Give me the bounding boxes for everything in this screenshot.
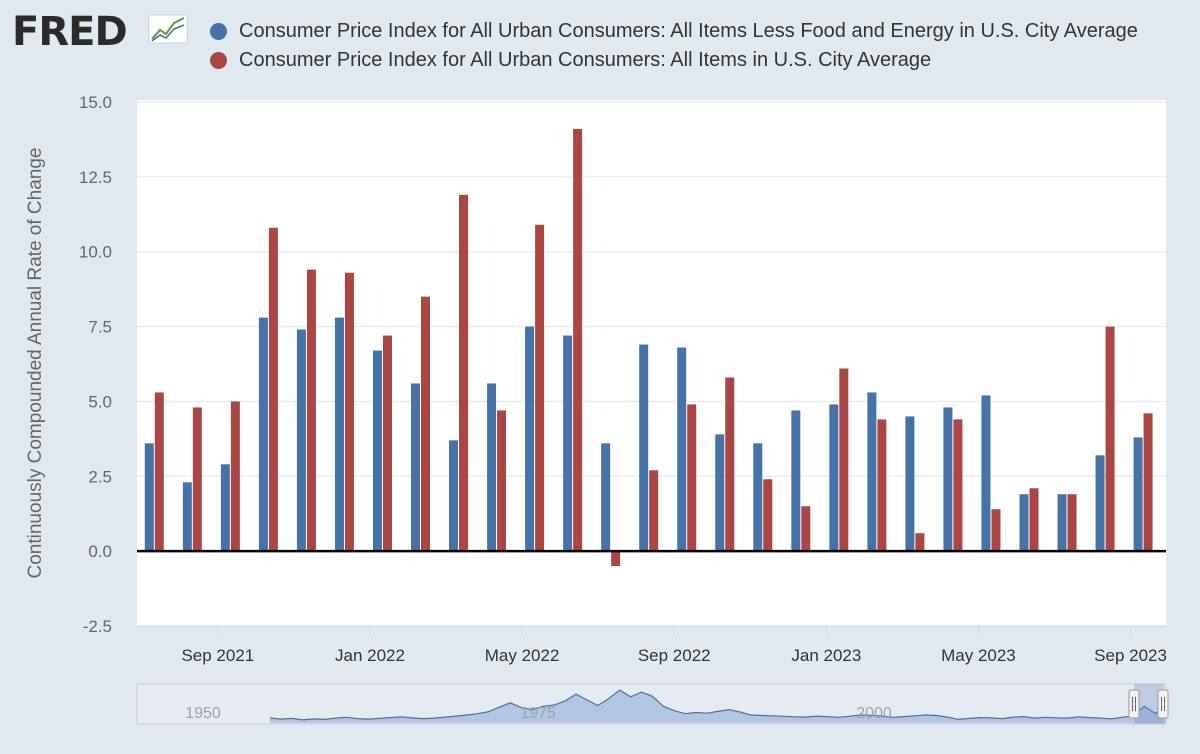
navigator-year-label: 2000 xyxy=(856,705,892,722)
bar-cpi[interactable] xyxy=(573,128,583,552)
bar-core-cpi[interactable] xyxy=(867,392,877,552)
navigator[interactable]: 1950 1975 2000 xyxy=(136,683,1169,725)
navigator-line xyxy=(269,689,1167,721)
bar-cpi[interactable] xyxy=(725,377,735,552)
y-tick-label: 10.0 xyxy=(79,243,112,262)
bar-cpi[interactable] xyxy=(459,194,469,552)
x-tick-label: Sep 2021 xyxy=(181,646,254,665)
bar-cpi[interactable] xyxy=(763,479,773,552)
bar-core-cpi[interactable] xyxy=(182,482,192,552)
navigator-year-label: 1975 xyxy=(520,705,556,722)
bar-cpi[interactable] xyxy=(344,272,354,552)
bar-cpi[interactable] xyxy=(192,407,202,552)
fred-logo[interactable]: FRED xyxy=(12,9,128,55)
bar-core-cpi[interactable] xyxy=(943,407,953,552)
bar-cpi[interactable] xyxy=(915,533,925,552)
bar-core-cpi[interactable] xyxy=(791,410,801,552)
bar-core-cpi[interactable] xyxy=(563,335,573,552)
bar-cpi[interactable] xyxy=(1105,326,1115,552)
bar-cpi[interactable] xyxy=(649,470,659,552)
bar-core-cpi[interactable] xyxy=(487,383,497,552)
bar-cpi[interactable] xyxy=(1029,488,1039,552)
bar-core-cpi[interactable] xyxy=(981,395,991,552)
y-axis-ticks: -2.5 0.0 2.5 5.0 7.5 10.0 12.5 15.0 xyxy=(79,93,112,636)
bar-core-cpi[interactable] xyxy=(296,329,306,552)
y-tick-label: 0.0 xyxy=(88,542,112,561)
bar-core-cpi[interactable] xyxy=(753,443,763,552)
bar-core-cpi[interactable] xyxy=(372,350,382,552)
y-axis-title: Continuously Compounded Annual Rate of C… xyxy=(25,148,46,579)
x-tick-label: Jan 2022 xyxy=(335,646,405,665)
bar-core-cpi[interactable] xyxy=(144,443,154,552)
bar-core-cpi[interactable] xyxy=(1057,494,1067,552)
bar-cpi[interactable] xyxy=(268,227,278,552)
bar-core-cpi[interactable] xyxy=(639,344,649,552)
bar-core-cpi[interactable] xyxy=(1095,455,1105,552)
x-axis-ticks: Sep 2021 Jan 2022 May 2022 Sep 2022 Jan 2023… xyxy=(181,626,1167,665)
y-tick-label: -2.5 xyxy=(83,617,112,636)
bar-cpi[interactable] xyxy=(154,392,164,552)
bar-core-cpi[interactable] xyxy=(905,416,915,552)
x-tick-label: Jan 2023 xyxy=(791,646,861,665)
bar-core-cpi[interactable] xyxy=(258,317,268,552)
x-tick-label: Sep 2022 xyxy=(638,646,711,665)
legend-marker-icon xyxy=(210,22,227,40)
bar-core-cpi[interactable] xyxy=(334,317,344,552)
navigator-handle[interactable] xyxy=(1128,689,1140,719)
bar-cpi[interactable] xyxy=(877,419,887,552)
navigator-year-label: 1950 xyxy=(185,705,221,722)
x-tick-label: May 2023 xyxy=(941,646,1016,665)
legend-marker-icon xyxy=(210,51,227,69)
bar-cpi[interactable] xyxy=(1143,413,1153,552)
bar-cpi[interactable] xyxy=(801,506,811,552)
chart-header: FRED Consumer Price Index for All Urban … xyxy=(0,0,1200,90)
y-tick-label: 12.5 xyxy=(79,168,112,187)
legend-item-cpi[interactable]: Consumer Price Index for All Urban Consu… xyxy=(210,47,931,73)
bar-core-cpi[interactable] xyxy=(829,404,839,552)
legend-label-core-cpi: Consumer Price Index for All Urban Consu… xyxy=(239,19,1138,42)
legend-item-core-cpi[interactable]: Consumer Price Index for All Urban Consu… xyxy=(210,18,1138,44)
bar-core-cpi[interactable] xyxy=(449,440,459,552)
bar-cpi[interactable] xyxy=(306,269,316,552)
bar-cpi[interactable] xyxy=(382,335,392,552)
bar-cpi[interactable] xyxy=(1067,494,1077,552)
y-tick-label: 5.0 xyxy=(88,392,112,411)
y-tick-label: 2.5 xyxy=(88,467,112,486)
bar-core-cpi[interactable] xyxy=(1019,494,1029,552)
x-tick-label: May 2022 xyxy=(485,646,560,665)
y-tick-label: 15.0 xyxy=(79,93,112,112)
bars xyxy=(137,128,1166,567)
navigator-area xyxy=(270,690,1166,723)
y-tick-label: 7.5 xyxy=(88,318,112,337)
bar-cpi[interactable] xyxy=(497,410,507,552)
bar-core-cpi[interactable] xyxy=(677,347,687,552)
bar-cpi[interactable] xyxy=(839,368,849,552)
bar-cpi[interactable] xyxy=(230,401,240,552)
x-tick-label: Sep 2023 xyxy=(1094,646,1167,665)
fred-line-graph-icon xyxy=(148,14,188,44)
bar-cpi[interactable] xyxy=(991,509,1001,552)
bar-core-cpi[interactable] xyxy=(715,434,725,552)
bar-cpi[interactable] xyxy=(611,551,621,567)
bar-core-cpi[interactable] xyxy=(525,326,535,552)
bar-core-cpi[interactable] xyxy=(1133,437,1143,552)
legend-label-cpi: Consumer Price Index for All Urban Consu… xyxy=(239,48,932,71)
bar-core-cpi[interactable] xyxy=(601,443,611,552)
navigator-handle[interactable] xyxy=(1157,689,1169,719)
bar-cpi[interactable] xyxy=(687,404,697,552)
bar-core-cpi[interactable] xyxy=(411,383,421,552)
bar-cpi[interactable] xyxy=(421,296,431,552)
bar-cpi[interactable] xyxy=(953,419,963,552)
bar-cpi[interactable] xyxy=(535,224,545,552)
bar-core-cpi[interactable] xyxy=(220,464,230,552)
